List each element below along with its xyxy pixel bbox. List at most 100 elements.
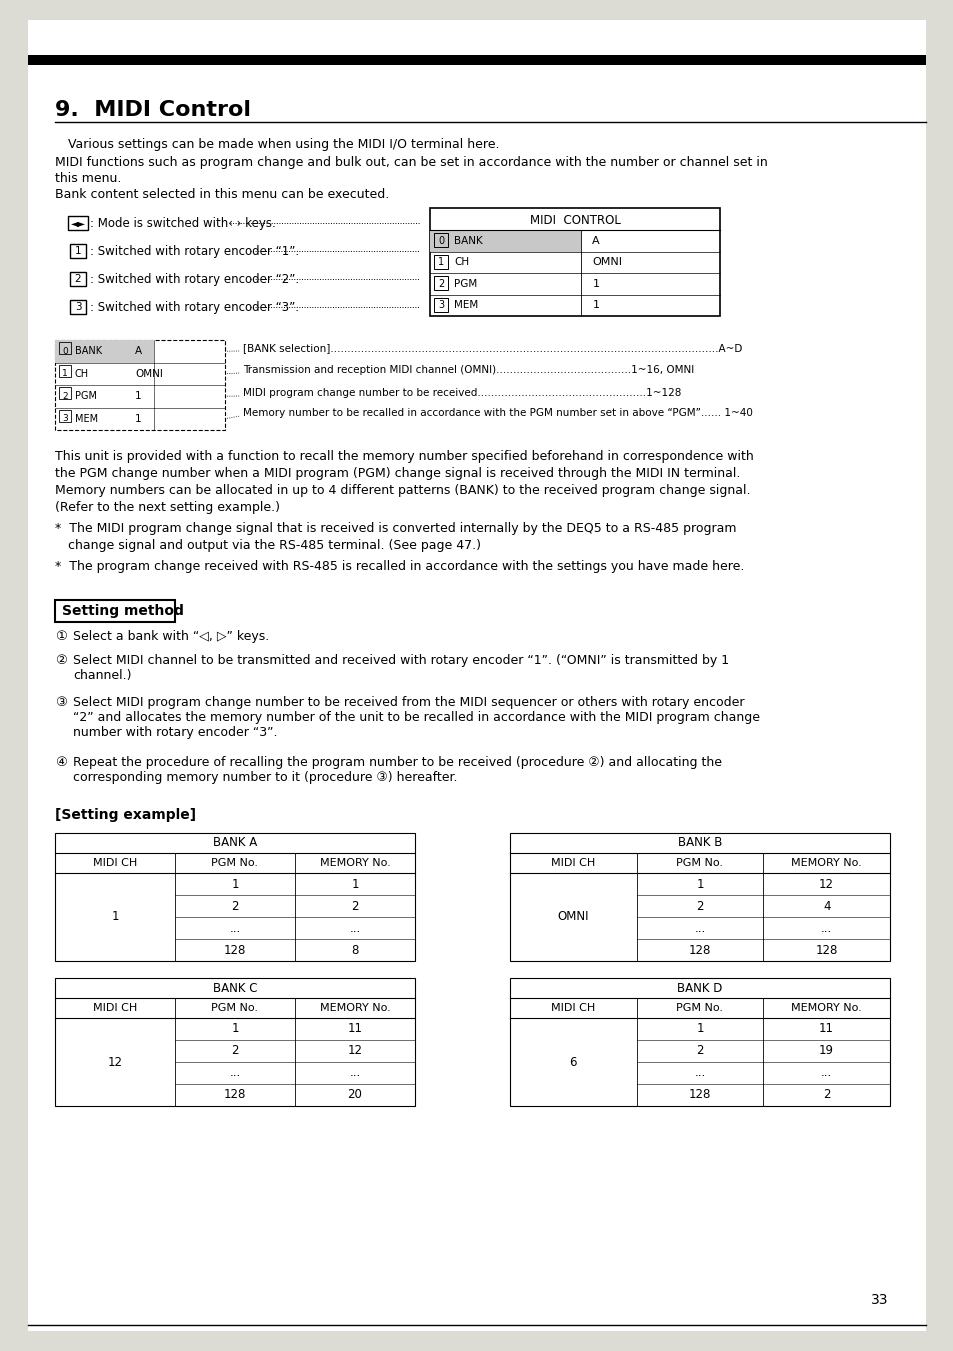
Text: this menu.: this menu. [55,172,121,185]
Bar [28,55,925,65]
Bar [59,365,71,377]
Text: MIDI CH: MIDI CH [551,1002,595,1013]
Text: 1: 1 [351,878,358,890]
Text: Transmission and reception MIDI channel (OMNI)..................................: Transmission and reception MIDI channel … [243,365,694,376]
Text: *  The MIDI program change signal that is received is converted internally by th: * The MIDI program change signal that is… [55,521,736,535]
Text: 12: 12 [108,1055,122,1069]
Text: BANK C: BANK C [213,981,257,994]
Text: ...: ... [821,921,831,935]
Text: ◄►: ◄► [71,218,86,228]
Text: 2: 2 [62,392,68,401]
Text: 1: 1 [592,300,598,311]
Text: MEMORY No.: MEMORY No. [790,858,862,867]
Text: 1: 1 [62,369,68,378]
Text: 2: 2 [231,1044,238,1058]
Text: MEMORY No.: MEMORY No. [790,1002,862,1013]
Text: 9.  MIDI Control: 9. MIDI Control [55,100,251,120]
Text: Bank content selected in this menu can be executed.: Bank content selected in this menu can b… [55,188,389,201]
Text: ③: ③ [55,696,67,709]
Text: [BANK selection]................................................................: [BANK selection]........................… [243,343,741,353]
Text: Repeat the procedure of recalling the program number to be received (procedure ②: Repeat the procedure of recalling the pr… [73,757,721,784]
Text: 2: 2 [822,1089,829,1101]
Text: 2: 2 [437,278,444,289]
Text: A: A [592,236,599,246]
Text: MIDI CH: MIDI CH [92,858,137,867]
Text: the PGM change number when a MIDI program (PGM) change signal is received throug: the PGM change number when a MIDI progra… [55,467,740,480]
Text: BANK B: BANK B [677,836,721,850]
Text: 11: 11 [347,1023,362,1035]
Text: 128: 128 [815,943,837,957]
Text: This unit is provided with a function to recall the memory number specified befo: This unit is provided with a function to… [55,450,753,463]
Text: 1: 1 [135,413,141,424]
Text: OMNI: OMNI [592,257,621,267]
Bar [70,272,86,286]
Text: 0: 0 [437,236,443,246]
Text: 2: 2 [696,1044,703,1058]
Text: ①: ① [55,630,67,643]
Text: MIDI  CONTROL: MIDI CONTROL [529,213,619,227]
Bar [430,230,580,251]
Text: MIDI CH: MIDI CH [92,1002,137,1013]
Text: MIDI functions such as program change and bulk out, can be set in accordance wit: MIDI functions such as program change an… [55,155,767,169]
Text: Select MIDI program change number to be received from the MIDI sequencer or othe: Select MIDI program change number to be … [73,696,760,739]
Text: PGM: PGM [75,392,97,401]
Text: ...: ... [349,1066,360,1079]
Text: 12: 12 [347,1044,362,1058]
Text: PGM No.: PGM No. [676,1002,722,1013]
Text: 128: 128 [224,1089,246,1101]
Text: ④: ④ [55,757,67,769]
Text: 128: 128 [224,943,246,957]
Text: MEMORY No.: MEMORY No. [319,1002,390,1013]
Bar [434,232,448,247]
Text: : Switched with rotary encoder “1”.: : Switched with rotary encoder “1”. [90,245,299,258]
Bar [55,600,174,621]
Text: Memory number to be recalled in accordance with the PGM number set in above “PGM: Memory number to be recalled in accordan… [243,408,752,417]
Text: 20: 20 [347,1089,362,1101]
Text: 1: 1 [135,392,141,401]
Text: 1: 1 [437,257,443,267]
Text: 19: 19 [819,1044,833,1058]
Bar [59,386,71,399]
Text: 3: 3 [74,303,81,312]
Text: 3: 3 [62,415,68,423]
Text: MEM: MEM [75,413,98,424]
Bar [55,340,225,430]
Text: 1: 1 [696,878,703,890]
Text: ...: ... [821,1066,831,1079]
Text: PGM No.: PGM No. [676,858,722,867]
Text: 8: 8 [351,943,358,957]
Text: PGM No.: PGM No. [212,858,258,867]
Bar [55,978,415,1106]
Text: 128: 128 [688,943,710,957]
Text: 2: 2 [74,274,81,284]
Text: 1: 1 [74,246,81,255]
Text: 2: 2 [231,900,238,912]
Text: Setting method: Setting method [62,604,184,617]
Text: 3: 3 [437,300,443,311]
Text: (Refer to the next setting example.): (Refer to the next setting example.) [55,501,280,513]
Text: 1: 1 [696,1023,703,1035]
Text: 4: 4 [822,900,829,912]
Bar [434,254,448,269]
Text: OMNI: OMNI [557,911,588,924]
Bar [430,208,720,316]
Text: ②: ② [55,654,67,667]
Text: change signal and output via the RS-485 terminal. (See page 47.): change signal and output via the RS-485 … [68,539,480,553]
Text: PGM No.: PGM No. [212,1002,258,1013]
Text: 1: 1 [231,1023,238,1035]
Text: 128: 128 [688,1089,710,1101]
Text: BANK A: BANK A [213,836,257,850]
Bar [59,342,71,354]
Text: 2: 2 [696,900,703,912]
Text: MEM: MEM [454,300,477,311]
Text: *  The program change received with RS-485 is recalled in accordance with the se: * The program change received with RS-48… [55,561,743,573]
Text: Memory numbers can be allocated in up to 4 different patterns (BANK) to the rece: Memory numbers can be allocated in up to… [55,484,750,497]
Bar [70,300,86,313]
Text: MIDI CH: MIDI CH [551,858,595,867]
Text: OMNI: OMNI [135,369,163,378]
Text: Select MIDI channel to be transmitted and received with rotary encoder “1”. (“OM: Select MIDI channel to be transmitted an… [73,654,728,682]
Text: : Mode is switched with‹ › keys.: : Mode is switched with‹ › keys. [90,216,275,230]
Text: CH: CH [454,257,469,267]
Text: 0: 0 [62,347,68,355]
Text: [Setting example]: [Setting example] [55,808,196,821]
